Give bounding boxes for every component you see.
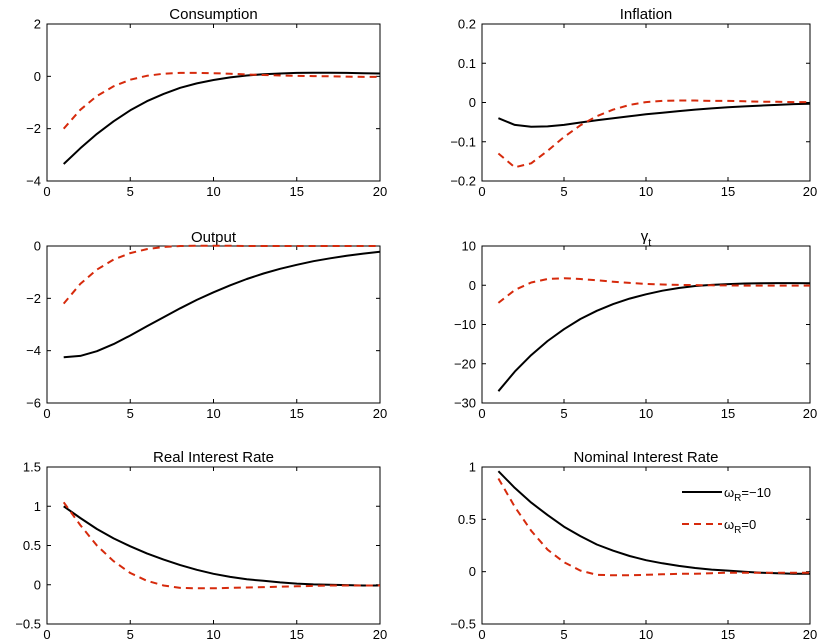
y-tick-label: −0.5 <box>450 617 476 632</box>
panel-title: Real Interest Rate <box>153 449 274 466</box>
y-tick-label: −4 <box>26 343 41 358</box>
x-tick-label: 15 <box>721 184 735 199</box>
solid-series-line <box>498 102 811 128</box>
x-tick-label: 10 <box>639 184 653 199</box>
y-tick-label: −6 <box>26 396 41 411</box>
solid-series-line <box>497 282 811 392</box>
y-tick-label: −10 <box>454 317 476 332</box>
y-tick-label: −30 <box>454 396 476 411</box>
solid-series-line <box>63 71 381 165</box>
y-tick-label: 0.2 <box>458 17 476 32</box>
y-tick-label: −4 <box>26 174 41 189</box>
y-tick-label: 0.1 <box>458 56 476 71</box>
panel-title: Nominal Interest Rate <box>573 449 718 466</box>
legend-label: ωR=0 <box>724 517 756 536</box>
dashed-series-line <box>497 277 810 304</box>
y-tick-label: 1.5 <box>23 460 41 475</box>
panel-title-text: Consumption <box>169 6 257 23</box>
x-tick-label: 0 <box>43 184 50 199</box>
y-tick-label: 0 <box>469 278 476 293</box>
x-tick-label: 10 <box>639 627 653 642</box>
panel-3: 0 5 10 15 20 −6 −4 −2 0 Output <box>26 229 387 421</box>
x-tick-label: 15 <box>290 406 304 421</box>
x-tick-label: 0 <box>43 406 50 421</box>
dashed-series-line <box>62 71 380 130</box>
axes-box <box>481 245 811 404</box>
y-tick-label: −20 <box>454 356 476 371</box>
x-tick-label: 15 <box>290 627 304 642</box>
x-tick-label: 10 <box>206 627 220 642</box>
x-tick-label: 20 <box>803 184 817 199</box>
panel-title: Inflation <box>620 6 673 23</box>
legend-label: ωR=−10 <box>724 485 771 504</box>
x-tick-label: 5 <box>127 184 134 199</box>
y-tick-label: −0.5 <box>15 617 41 632</box>
panel-title: γt <box>641 228 652 249</box>
x-tick-label: 10 <box>206 184 220 199</box>
panel-4: 0 5 10 15 20 −30 −20 −10 0 10 γt <box>454 228 817 421</box>
x-tick-label: 20 <box>803 627 817 642</box>
dashed-series-line <box>497 477 810 577</box>
x-tick-label: 15 <box>290 184 304 199</box>
x-tick-label: 10 <box>639 406 653 421</box>
panel-title-text: Real Interest Rate <box>153 449 274 466</box>
y-tick-label: 1 <box>469 460 476 475</box>
panel-title: Output <box>191 229 237 246</box>
y-tick-label: 0 <box>469 95 476 110</box>
panel-title-text: γ <box>641 228 649 245</box>
y-tick-label: −2 <box>26 121 41 136</box>
x-tick-label: 15 <box>721 627 735 642</box>
y-tick-label: 0 <box>469 564 476 579</box>
legend-label-symbol: ω <box>724 517 734 532</box>
y-tick-label: 1 <box>34 499 41 514</box>
y-tick-label: −0.1 <box>450 134 476 149</box>
x-tick-label: 5 <box>560 406 567 421</box>
x-tick-label: 0 <box>478 627 485 642</box>
x-tick-label: 0 <box>478 184 485 199</box>
panel-title: Consumption <box>169 6 257 23</box>
x-tick-label: 20 <box>373 184 387 199</box>
solid-series-line <box>63 505 380 587</box>
dashed-series-line <box>497 99 810 169</box>
panel-title-text: Inflation <box>620 6 673 23</box>
x-tick-label: 20 <box>803 406 817 421</box>
y-tick-label: −2 <box>26 291 41 306</box>
y-tick-label: 0.5 <box>23 538 41 553</box>
legend-label-subscript: R <box>734 493 741 504</box>
legend-label-value: =−10 <box>741 485 771 500</box>
solid-series-line <box>63 250 381 359</box>
panel-title-subscript: t <box>648 237 651 249</box>
x-tick-label: 5 <box>127 406 134 421</box>
x-tick-label: 10 <box>206 406 220 421</box>
y-tick-label: 0.5 <box>458 512 476 527</box>
y-tick-label: 2 <box>34 17 41 32</box>
y-tick-label: 0 <box>34 239 41 254</box>
y-tick-label: −0.2 <box>450 174 476 189</box>
dashed-series-line <box>62 244 380 305</box>
x-tick-label: 15 <box>721 406 735 421</box>
x-tick-label: 5 <box>127 627 134 642</box>
panel-title-text: Nominal Interest Rate <box>573 449 718 466</box>
x-tick-label: 5 <box>560 627 567 642</box>
y-tick-label: 0 <box>34 577 41 592</box>
x-tick-label: 20 <box>373 406 387 421</box>
panel-1: 0 5 10 15 20 −4 −2 0 2 Consumption <box>26 6 387 199</box>
panel-title-text: Output <box>191 229 237 246</box>
legend-label-symbol: ω <box>724 485 734 500</box>
y-tick-label: 0 <box>34 69 41 84</box>
legend-label-value: =0 <box>741 517 756 532</box>
axes-box <box>46 245 381 404</box>
x-tick-label: 5 <box>560 184 567 199</box>
panel-2: 0 5 10 15 20 −0.2 −0.1 0 0.1 0.2 Inflation <box>450 6 817 199</box>
legend-label-subscript: R <box>734 525 741 536</box>
x-tick-label: 0 <box>478 406 485 421</box>
axes-box <box>46 23 381 182</box>
y-tick-label: 10 <box>462 239 476 254</box>
x-tick-label: 0 <box>43 627 50 642</box>
x-tick-label: 20 <box>373 627 387 642</box>
